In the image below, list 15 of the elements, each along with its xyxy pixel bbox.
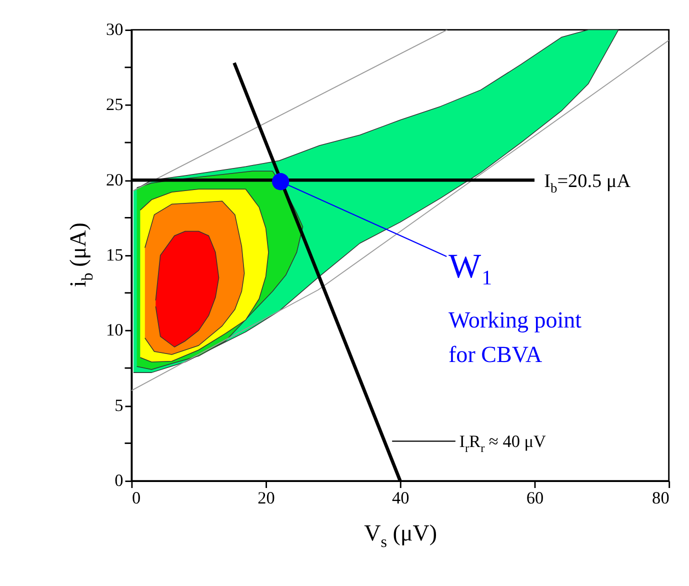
x-tick-label: 80 <box>652 488 670 508</box>
y-tick-label: 30 <box>106 20 124 40</box>
y-tick-label: 10 <box>106 320 124 340</box>
x-tick-label: 0 <box>132 488 141 508</box>
y-tick-label: 0 <box>114 471 124 490</box>
y-axis-title: ib (μA) <box>64 222 96 288</box>
annotation: W₁ <box>448 248 494 286</box>
x-tick-label: 20 <box>258 488 275 508</box>
y-tick-label: 25 <box>106 95 124 114</box>
y-tick-label: 20 <box>106 170 124 190</box>
x-tick-label: 60 <box>526 488 544 508</box>
annotation: Working point for CBVA <box>448 306 582 368</box>
y-tick-label: 5 <box>114 396 124 415</box>
y-tick-label: 15 <box>106 246 124 265</box>
x-tick-label: 40 <box>392 488 410 508</box>
